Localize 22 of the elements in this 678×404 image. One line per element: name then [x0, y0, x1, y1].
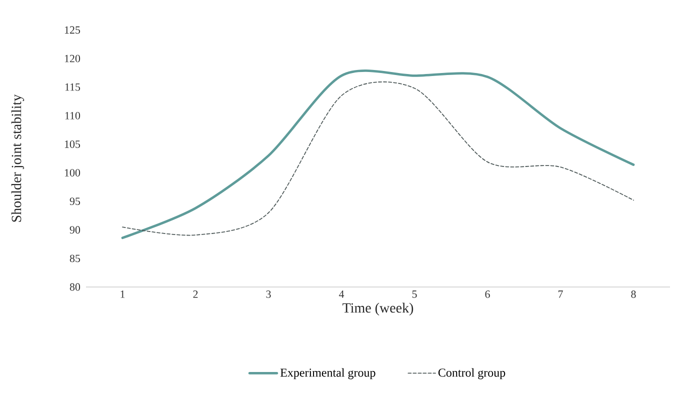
- x-tick-label: 4: [338, 290, 344, 298]
- x-tick-label: 6: [485, 290, 490, 298]
- y-tick-label: 85: [70, 254, 80, 262]
- y-tick-label: 125: [64, 26, 80, 34]
- y-tick-label: 80: [70, 283, 80, 291]
- legend-label: Experimental group: [280, 368, 376, 380]
- y-tick-label: 100: [64, 169, 80, 176]
- x-tick-label: 7: [558, 290, 563, 298]
- y-tick-label: 95: [70, 198, 80, 206]
- x-tick-label: 5: [412, 290, 417, 298]
- x-tick-label: 8: [631, 290, 636, 298]
- y-tick-label: 90: [70, 226, 80, 234]
- y-tick-label: 120: [64, 54, 80, 62]
- y-axis-title: Shoulder joint stability: [11, 94, 24, 222]
- x-tick-label: 2: [193, 290, 198, 298]
- x-tick-label: 1: [120, 290, 125, 298]
- y-tick-label: 110: [65, 112, 80, 120]
- x-axis-title: Time (week): [342, 302, 414, 316]
- legend-label: Control group: [438, 368, 506, 380]
- x-tick-label: 3: [266, 290, 271, 298]
- y-tick-label: 115: [65, 83, 80, 91]
- y-tick-label: 105: [64, 140, 80, 148]
